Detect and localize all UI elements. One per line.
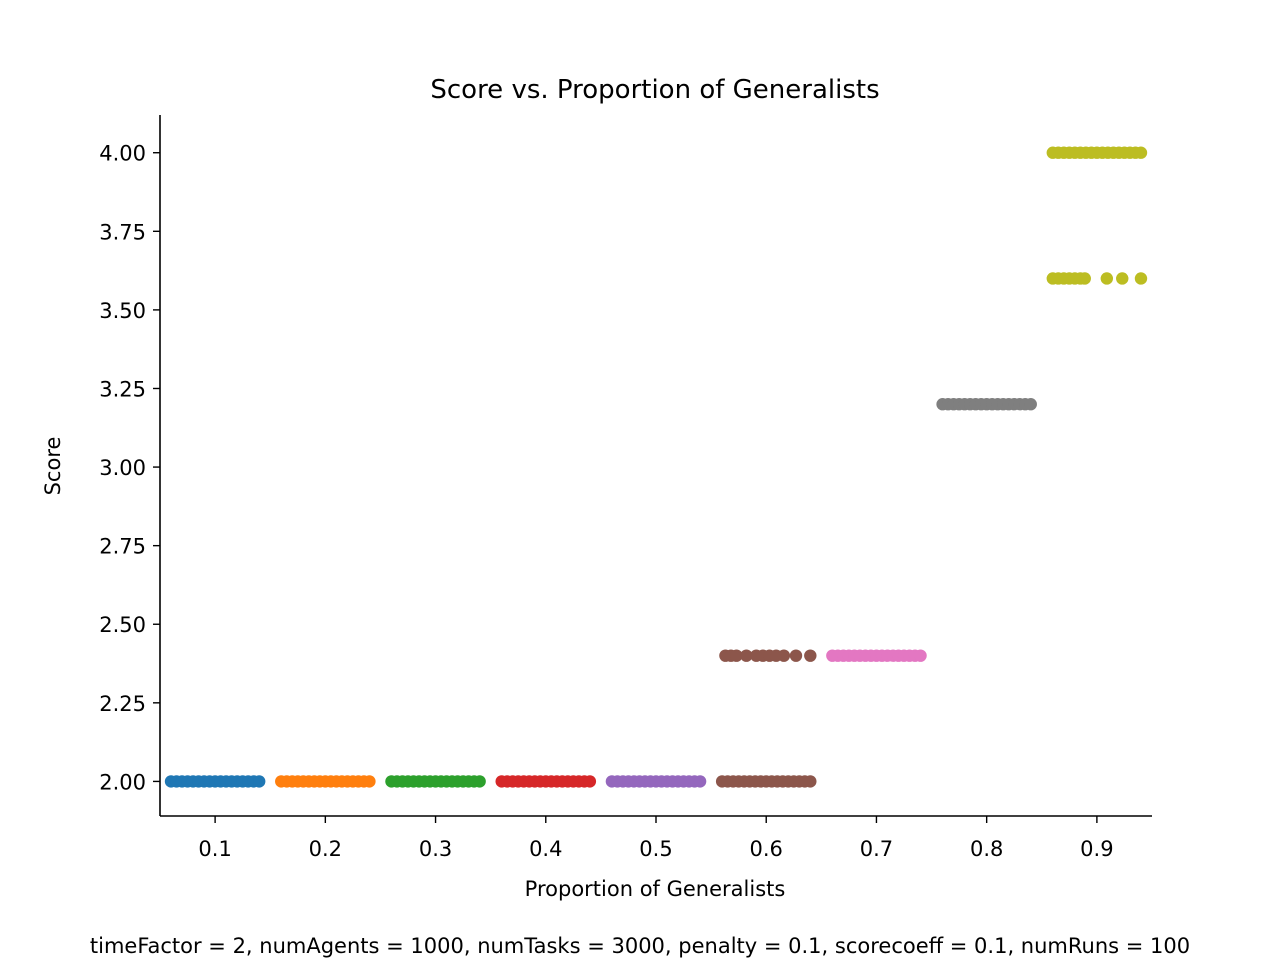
- data-point: [1134, 146, 1148, 159]
- y-axis-label: Score: [41, 437, 65, 496]
- data-point: [583, 775, 597, 788]
- y-tick-label: 3.75: [99, 220, 146, 244]
- axes: [159, 115, 1152, 817]
- data-point: [253, 775, 266, 788]
- data-point: [473, 775, 486, 788]
- data-point: [363, 775, 376, 788]
- x-tick-label: 0.4: [529, 837, 562, 861]
- x-tick-label: 0.2: [309, 837, 342, 861]
- data-point: [1100, 272, 1114, 285]
- y-tick-label: 3.25: [99, 377, 146, 401]
- data-point: [914, 649, 927, 662]
- x-tick-label: 0.3: [419, 837, 452, 861]
- data-point: [730, 649, 743, 662]
- data-point: [804, 649, 817, 662]
- x-ticks: 0.1 0.2 0.3 0.4 0.5 0.6 0.7 0.8 0.9: [198, 816, 1114, 861]
- caption-row: timeFactor = 2, numAgents = 1000, numTas…: [0, 934, 1280, 960]
- x-tick-label: 0.8: [970, 837, 1003, 861]
- data-points: [164, 146, 1148, 788]
- y-ticks: 2.00 2.25 2.50 2.75 3.00 3.25 3.50 3.75 4.00: [99, 142, 160, 794]
- x-tick-label: 0.1: [198, 837, 231, 861]
- parameters-caption: timeFactor = 2, numAgents = 1000, numTas…: [89, 934, 1191, 958]
- x-tick-label: 0.7: [860, 837, 893, 861]
- data-point: [804, 775, 817, 788]
- y-tick-label: 2.50: [99, 613, 146, 637]
- x-tick-label: 0.5: [639, 837, 672, 861]
- data-point: [1078, 272, 1091, 285]
- data-point: [789, 649, 803, 662]
- y-tick-label: 3.00: [99, 456, 146, 480]
- chart-title: Score vs. Proportion of Generalists: [430, 75, 879, 105]
- data-point: [1024, 398, 1037, 411]
- data-point: [1116, 272, 1129, 285]
- data-point: [1134, 272, 1148, 285]
- y-tick-label: 2.00: [99, 770, 146, 794]
- x-tick-label: 0.9: [1080, 837, 1113, 861]
- x-axis-label: Proportion of Generalists: [525, 877, 786, 901]
- y-tick-label: 4.00: [99, 142, 146, 166]
- data-point: [740, 649, 753, 662]
- x-tick-label: 0.6: [750, 837, 783, 861]
- y-tick-label: 2.25: [99, 692, 146, 716]
- y-tick-label: 2.75: [99, 535, 146, 559]
- data-point: [777, 649, 791, 662]
- y-tick-label: 3.50: [99, 299, 146, 323]
- data-point: [693, 775, 707, 788]
